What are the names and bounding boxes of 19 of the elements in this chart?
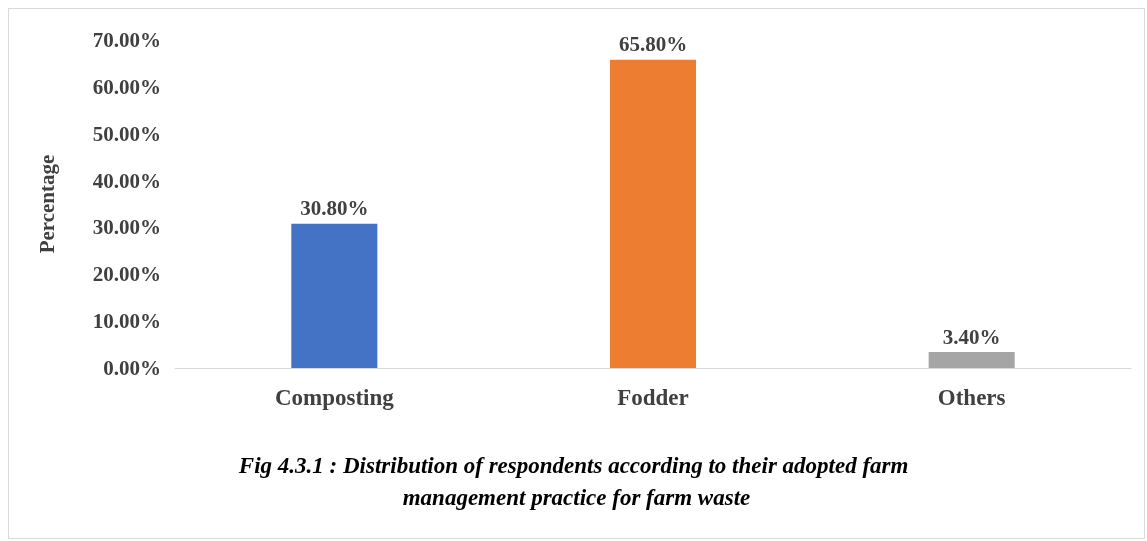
y-tick-label: 60.00% (92, 74, 161, 99)
x-tick-label: Others (937, 385, 1006, 410)
y-tick-label: 30.00% (92, 215, 161, 240)
y-tick-label: 20.00% (92, 262, 161, 287)
x-tick-label: Composting (274, 385, 395, 410)
bar (928, 352, 1015, 368)
x-tick-label: Fodder (617, 385, 689, 410)
y-tick-label: 40.00% (92, 168, 161, 193)
caption: Fig 4.3.1 : Distribution of respondents according to their adopted farm management practice for farm waste (237, 452, 915, 510)
bar (609, 59, 697, 368)
data-label: 30.80% (300, 196, 369, 221)
y-axis-title: Percentage (34, 154, 59, 254)
y-tick-label: 70.00% (92, 28, 161, 52)
y-tick-label: 50.00% (92, 121, 161, 146)
y-tick-label: 0.00% (103, 356, 161, 380)
data-label: 65.80% (618, 32, 688, 57)
data-label: 3.40% (942, 324, 1001, 349)
bar (291, 223, 378, 368)
y-tick-label: 10.00% (92, 309, 161, 334)
